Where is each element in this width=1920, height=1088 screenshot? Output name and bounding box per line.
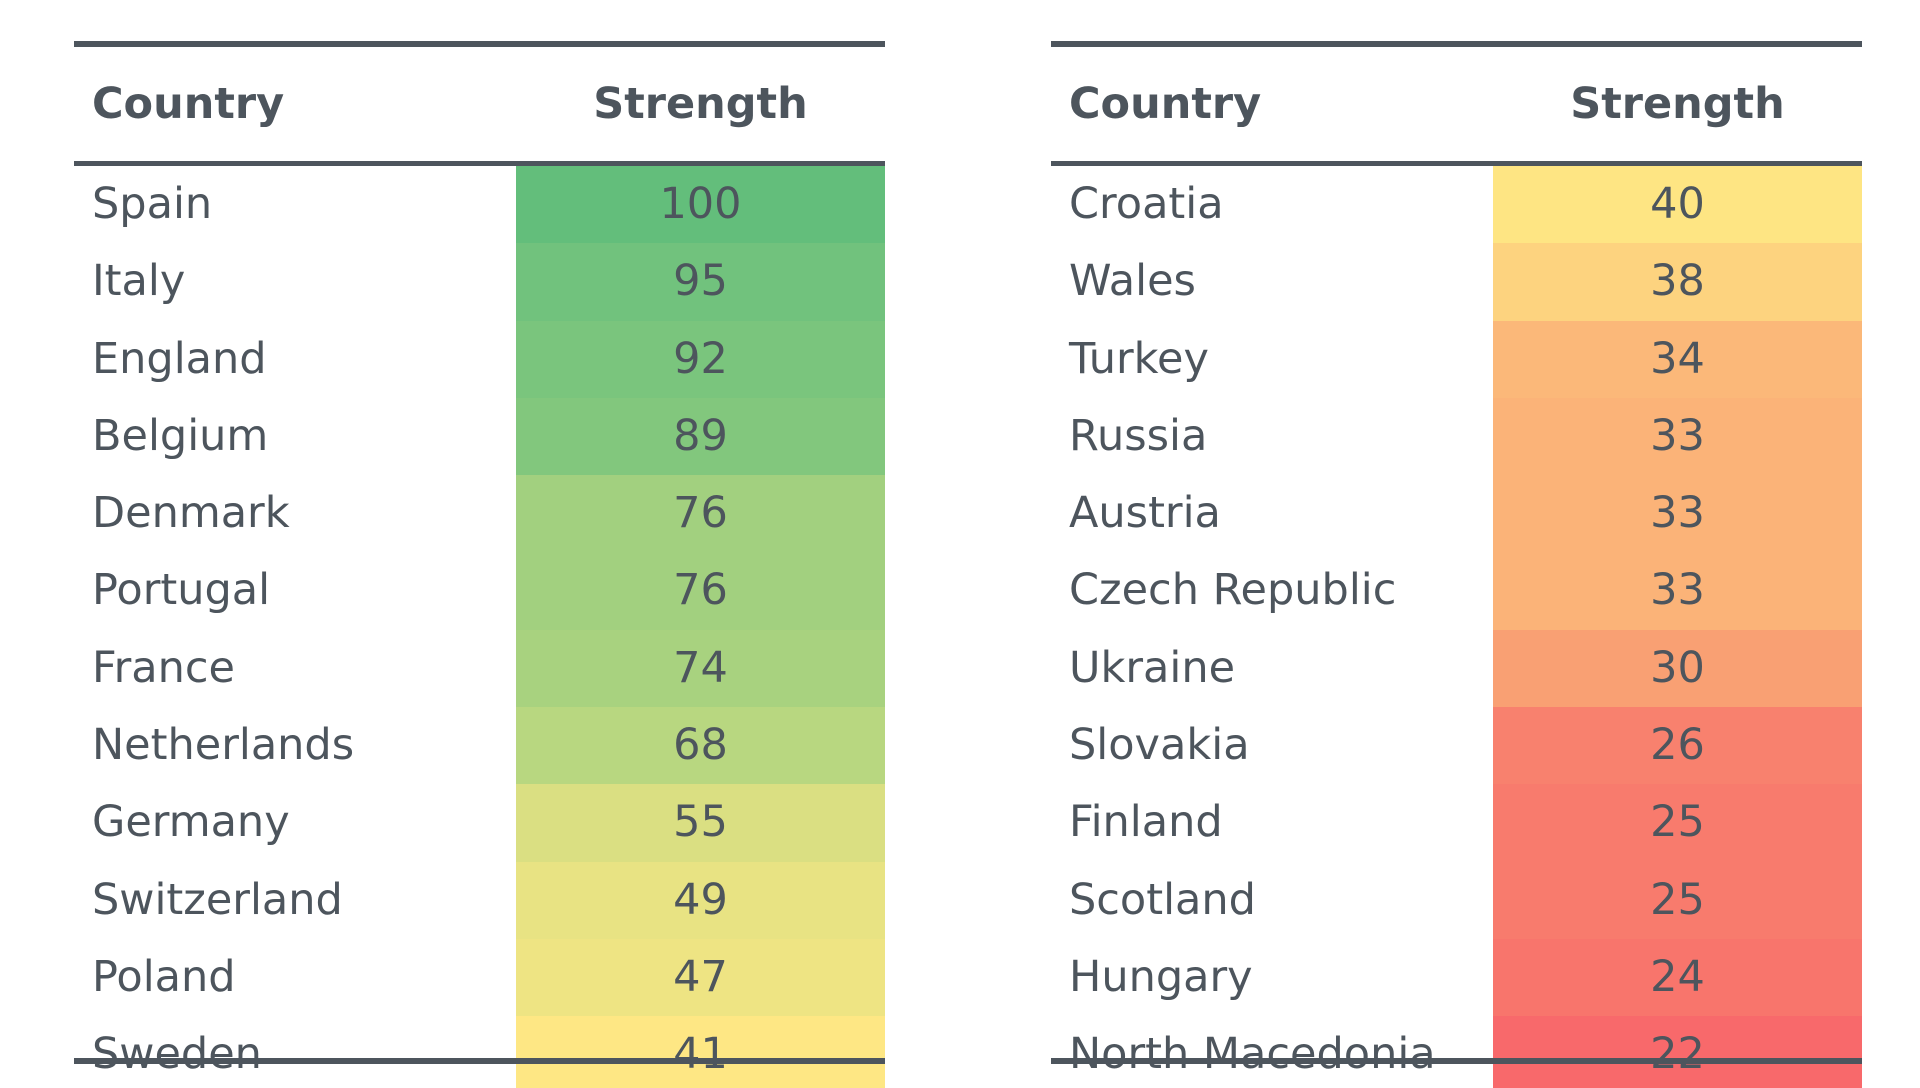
table-row: Portugal 76 — [74, 552, 885, 630]
strength-cell: 41 — [516, 1016, 885, 1088]
table-row: Poland 47 — [74, 938, 885, 1017]
strength-cell: 92 — [516, 320, 885, 398]
table-row: Scotland 25 — [1051, 861, 1862, 939]
table-row: Belgium 89 — [74, 397, 885, 476]
country-cell: Scotland — [1069, 874, 1256, 925]
country-cell: Finland — [1069, 797, 1223, 848]
country-cell: Slovakia — [1069, 720, 1250, 771]
strength-cell: 26 — [1493, 707, 1862, 785]
strength-cell: 33 — [1493, 475, 1862, 553]
country-cell: England — [92, 333, 267, 384]
table-row: North Macedonia 22 — [1051, 1016, 1862, 1088]
left-table: Country Strength Spain 100 Italy 95 England 9… — [74, 41, 885, 1088]
country-cell: France — [92, 642, 235, 693]
country-cell: North Macedonia — [1069, 1029, 1436, 1080]
strength-cell: 38 — [1493, 243, 1862, 321]
strength-cell: 40 — [1493, 166, 1862, 244]
country-cell: Spain — [92, 179, 213, 229]
table-row: Croatia 40 — [1051, 166, 1862, 244]
table-row: Switzerland 49 — [74, 861, 885, 939]
country-cell: Italy — [92, 256, 186, 307]
country-cell: Belgium — [92, 410, 269, 461]
country-cell: Portugal — [92, 565, 271, 616]
header-rule — [1051, 161, 1862, 166]
header-strength: Strength — [1570, 79, 1785, 129]
country-cell: Croatia — [1069, 179, 1224, 229]
table-row: Finland 25 — [1051, 784, 1862, 862]
country-cell: Hungary — [1069, 951, 1253, 1002]
header-rule — [74, 161, 885, 166]
strength-cell: 25 — [1493, 784, 1862, 862]
country-cell: Poland — [92, 951, 236, 1002]
table-rows: Spain 100 Italy 95 England 92 Belgium 89 Denmark… — [74, 166, 885, 1088]
table-row: Ukraine 30 — [1051, 629, 1862, 708]
table-row: Russia 33 — [1051, 397, 1862, 476]
table-row: France 74 — [74, 629, 885, 708]
table-row: Wales 38 — [1051, 243, 1862, 321]
strength-cell: 33 — [1493, 552, 1862, 630]
strength-cell: 95 — [516, 243, 885, 321]
country-cell: Turkey — [1069, 333, 1209, 384]
bottom-rule — [74, 1058, 885, 1064]
country-cell: Wales — [1069, 256, 1196, 307]
table-rows: Croatia 40 Wales 38 Turkey 34 Russia 33 Austria 3… — [1051, 166, 1862, 1088]
bottom-rule — [1051, 1058, 1862, 1064]
strength-cell: 22 — [1493, 1016, 1862, 1088]
strength-cell: 34 — [1493, 320, 1862, 398]
strength-cell: 47 — [516, 938, 885, 1017]
country-cell: Germany — [92, 797, 290, 848]
strength-cell: 49 — [516, 861, 885, 939]
strength-cell: 74 — [516, 629, 885, 708]
country-cell: Czech Republic — [1069, 565, 1397, 616]
right-table: Country Strength Croatia 40 Wales 38 Turkey 3… — [1051, 41, 1862, 1088]
country-cell: Russia — [1069, 410, 1208, 461]
header-country: Country — [92, 79, 285, 129]
country-cell: Austria — [1069, 488, 1221, 539]
strength-cell: 89 — [516, 397, 885, 476]
table-row: Netherlands 68 — [74, 707, 885, 785]
strength-cell: 100 — [516, 166, 885, 244]
country-cell: Ukraine — [1069, 642, 1236, 693]
strength-cell: 25 — [1493, 861, 1862, 939]
table-row: Denmark 76 — [74, 475, 885, 553]
country-cell: Denmark — [92, 488, 290, 539]
header-strength: Strength — [593, 79, 808, 129]
table-row: Czech Republic 33 — [1051, 552, 1862, 630]
strength-cell: 55 — [516, 784, 885, 862]
table-row: Austria 33 — [1051, 475, 1862, 553]
country-cell: Switzerland — [92, 874, 343, 925]
table-row: Germany 55 — [74, 784, 885, 862]
table-row: Slovakia 26 — [1051, 707, 1862, 785]
strength-cell: 76 — [516, 475, 885, 553]
table-row: Spain 100 — [74, 166, 885, 244]
strength-cell: 30 — [1493, 629, 1862, 708]
strength-cell: 33 — [1493, 397, 1862, 476]
table-row: Italy 95 — [74, 243, 885, 321]
strength-cell: 76 — [516, 552, 885, 630]
country-cell: Sweden — [92, 1029, 262, 1080]
top-rule — [1051, 41, 1862, 47]
table-row: England 92 — [74, 320, 885, 398]
strength-cell: 24 — [1493, 938, 1862, 1017]
header-country: Country — [1069, 79, 1262, 129]
strength-cell: 68 — [516, 707, 885, 785]
country-cell: Netherlands — [92, 720, 355, 771]
top-rule — [74, 41, 885, 47]
table-row: Sweden 41 — [74, 1016, 885, 1088]
table-row: Turkey 34 — [1051, 320, 1862, 398]
table-row: Hungary 24 — [1051, 938, 1862, 1017]
